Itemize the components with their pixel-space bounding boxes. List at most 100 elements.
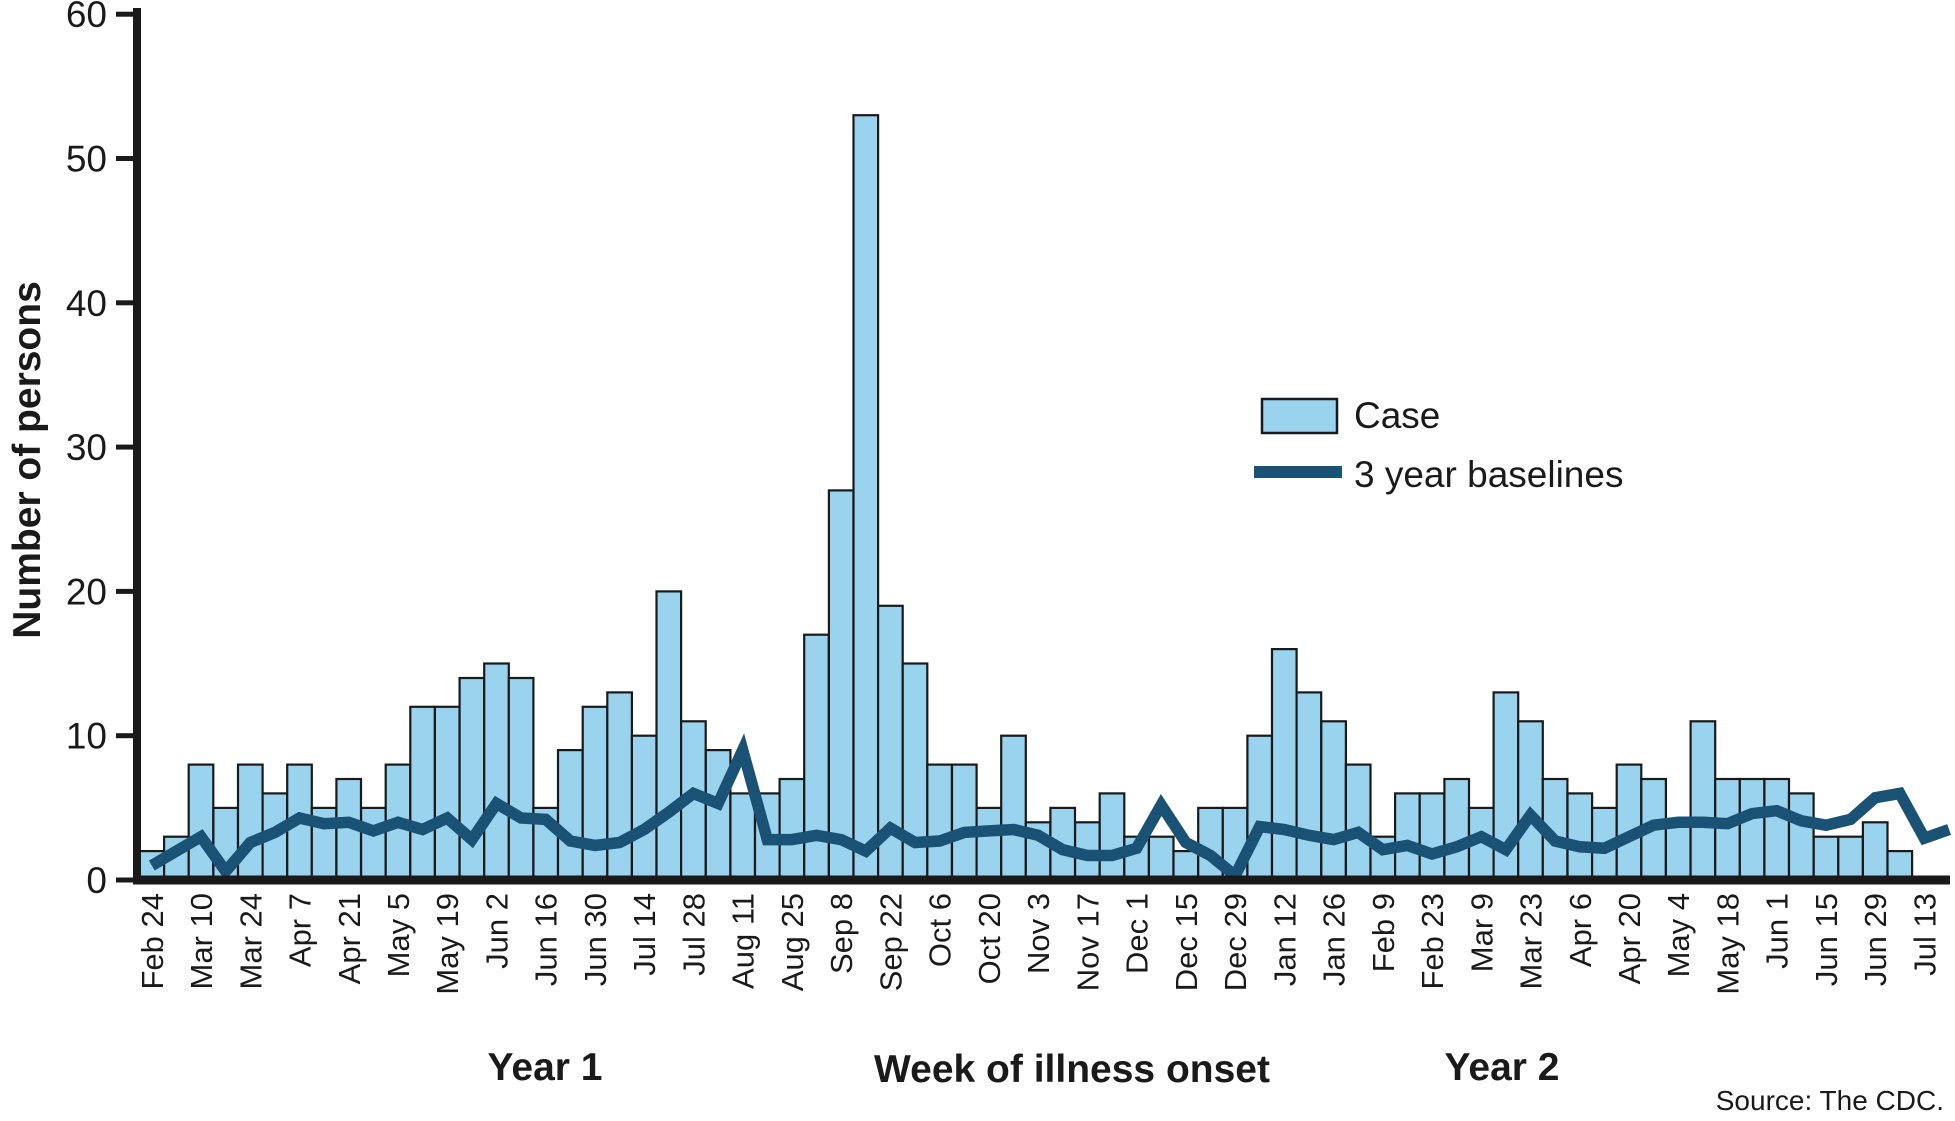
x-tick-label: Dec 29 [1218,893,1253,991]
year-1-label: Year 1 [488,1046,603,1089]
y-tick-label: 60 [66,0,107,35]
y-tick [116,588,133,594]
case-bar [1344,763,1372,884]
x-tick-label: Jun 1 [1760,893,1795,969]
y-axis-title: Number of persons [6,281,49,639]
x-tick-label: Mar 10 [184,893,219,989]
case-bar [409,705,436,884]
case-bar [360,806,387,884]
case-bar [926,763,953,884]
case-bar [1689,720,1717,884]
case-bar [1664,821,1692,884]
y-tick [116,877,133,883]
case-bar [950,763,978,884]
y-tick [116,733,133,739]
case-bar [1320,720,1348,884]
y-tick-label: 40 [66,283,107,324]
x-tick-label: Feb 9 [1366,893,1401,972]
y-tick-label: 30 [66,427,107,468]
x-tick-label: Oct 20 [972,893,1007,984]
case-bar [507,676,535,884]
x-tick-label: Dec 15 [1169,893,1204,991]
x-tick-label: Feb 24 [135,893,170,990]
case-bar [1837,835,1865,884]
case-bar [433,705,461,884]
case-bar [1566,792,1594,884]
case-bar [1861,821,1889,884]
case-bar [1615,763,1643,884]
case-bar [236,763,264,884]
case-bar [1517,720,1544,884]
x-axis [133,875,1950,885]
x-tick-label: Jul 13 [1907,893,1942,976]
case-bar [852,114,880,884]
case-bar [778,777,806,884]
y-tick-label: 10 [66,716,107,757]
x-tick-label: Feb 23 [1415,893,1450,990]
x-tick-label: Mar 23 [1514,893,1549,989]
y-tick [116,156,133,161]
x-tick-label: Jun 30 [578,893,613,986]
x-tick-label: Sep 22 [873,893,908,991]
case-bar [458,676,486,884]
case-bar [1787,792,1815,884]
case-bar [606,691,633,884]
x-tick-label: Jan 12 [1267,893,1302,986]
x-tick-label: Jul 14 [627,893,662,976]
x-tick-label: Apr 7 [283,893,318,967]
case-bar [1443,777,1471,884]
x-axis-title: Week of illness onset [874,1048,1270,1091]
legend-case-label: Case [1354,395,1440,436]
x-tick-label: May 5 [381,893,416,977]
x-tick-label: Jan 26 [1317,893,1352,986]
x-tick-label: Aug 25 [775,893,810,991]
case-bar [1246,734,1274,884]
x-tick-label: Sep 8 [824,893,859,974]
y-tick-label: 0 [86,860,107,901]
x-tick-label: Apr 6 [1563,893,1598,967]
case-bar [1000,734,1027,884]
case-bar [975,806,1003,884]
case-bar [630,734,658,884]
x-tick-label: Dec 1 [1120,893,1155,974]
y-tick [116,11,133,17]
y-tick [116,300,133,306]
case-bar [1098,792,1126,884]
x-tick-label: Apr 21 [332,893,367,984]
x-tick-label: May 18 [1711,893,1746,995]
year-2-label: Year 2 [1445,1046,1560,1089]
case-bar [1763,777,1791,884]
x-tick-label: Jun 2 [480,893,515,969]
x-tick-label: Apr 20 [1612,893,1647,984]
case-bar [729,792,757,884]
case-bar [803,633,830,884]
y-axis [133,8,141,884]
case-bar [1270,647,1298,884]
case-bar [1738,777,1766,884]
x-tick-label: Jul 28 [676,893,711,976]
x-tick-label: Nov 3 [1021,893,1056,974]
source-note: Source: The CDC. [1716,1085,1944,1116]
legend-baseline-swatch [1254,466,1342,478]
x-tick-label: Jun 29 [1858,893,1893,986]
x-tick-label: Aug 11 [726,893,761,989]
case-bar [1812,835,1840,884]
y-tick [116,444,133,450]
case-bar [1147,835,1175,884]
x-tick-label: Mar 24 [233,893,268,989]
x-tick-label: Nov 17 [1070,893,1105,991]
case-bar [1714,777,1741,884]
case-bar [901,662,929,884]
case-bar [187,763,215,884]
case-bar [1295,691,1323,884]
case-bar [483,662,510,884]
case-bar [1393,792,1421,884]
legend-case-swatch [1260,397,1339,435]
x-tick-label: Jun 15 [1809,893,1844,986]
legend-baseline-label: 3 year baselines [1354,454,1623,495]
y-tick-label: 50 [66,139,107,180]
x-tick-label: Jun 16 [529,893,564,986]
case-bar [827,489,855,884]
